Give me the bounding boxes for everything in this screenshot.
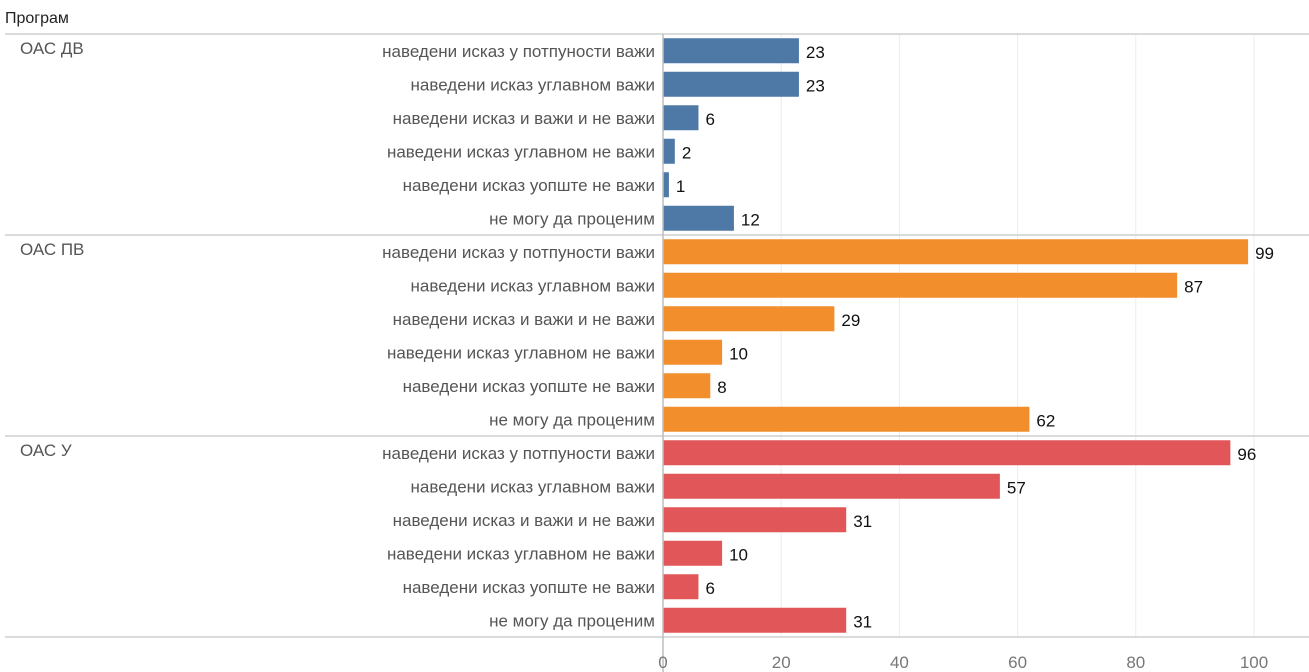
bar [663,71,799,97]
group-label: ОАС У [20,441,72,460]
data-label: 2 [682,143,691,162]
category-label: наведени исказ уопште не важи [403,578,655,597]
data-label: 12 [741,210,760,229]
category-label: наведени исказ углавном не важи [387,544,655,563]
bar [663,574,699,600]
data-label: 10 [729,344,748,363]
category-label: наведени исказ уопште не важи [403,377,655,396]
data-label: 8 [717,378,726,397]
bar [663,373,711,399]
category-label: наведени исказ уопште не важи [403,176,655,195]
tick-label: 0 [658,653,667,672]
bar [663,473,1000,499]
category-label: не могу да проценим [489,410,655,429]
category-label: наведени исказ углавном важи [411,75,655,94]
bar [663,339,723,365]
bar [663,138,675,164]
data-label: 99 [1255,244,1274,263]
group-label: ОАС ПВ [20,240,84,259]
category-label: наведени исказ углавном важи [411,276,655,295]
category-label: наведени исказ у потпуности важи [382,444,655,463]
bar [663,540,723,566]
data-label: 96 [1237,445,1256,464]
data-label: 1 [676,177,685,196]
data-label: 62 [1036,411,1055,430]
data-label: 31 [853,612,872,631]
bar [663,272,1178,298]
group-label: ОАС ДВ [20,39,84,58]
data-label: 6 [705,579,714,598]
category-label: наведени исказ и важи и не важи [393,310,655,329]
row-header: Програм [5,10,69,27]
tick-label: 20 [772,653,791,672]
bar [663,507,847,533]
data-label: 57 [1007,478,1026,497]
data-label: 6 [705,110,714,129]
bar [663,406,1030,432]
category-label: наведени исказ у потпуности важи [382,243,655,262]
bar [663,105,699,131]
data-label: 10 [729,545,748,564]
data-label: 23 [806,43,825,62]
tick-label: 60 [1008,653,1027,672]
category-label: не могу да проценим [489,611,655,630]
tick-label: 100 [1240,653,1268,672]
category-label: наведени исказ у потпуности важи [382,42,655,61]
bar [663,239,1249,265]
grid-lines [780,34,1255,637]
category-label: не могу да проценим [489,209,655,228]
category-label: наведени исказ углавном важи [411,477,655,496]
bar [663,172,669,198]
bar [663,607,847,633]
category-label: наведени исказ углавном не важи [387,343,655,362]
tick-label: 40 [890,653,909,672]
category-label: наведени исказ углавном не важи [387,142,655,161]
bar [663,306,835,332]
data-label: 23 [806,76,825,95]
category-label: наведени исказ и важи и не важи [393,511,655,530]
data-label: 31 [853,512,872,531]
bar [663,205,734,231]
x-axis: 0 20 40 60 80 100 [5,34,1309,672]
category-label: наведени исказ и важи и не важи [393,109,655,128]
data-label: 87 [1184,277,1203,296]
data-label: 29 [841,311,860,330]
bar [663,440,1231,466]
tick-label: 80 [1126,653,1145,672]
chart-rows: ОАС ДВ наведени исказ у потпуности важи 23… [5,33,1309,633]
bar [663,38,799,64]
